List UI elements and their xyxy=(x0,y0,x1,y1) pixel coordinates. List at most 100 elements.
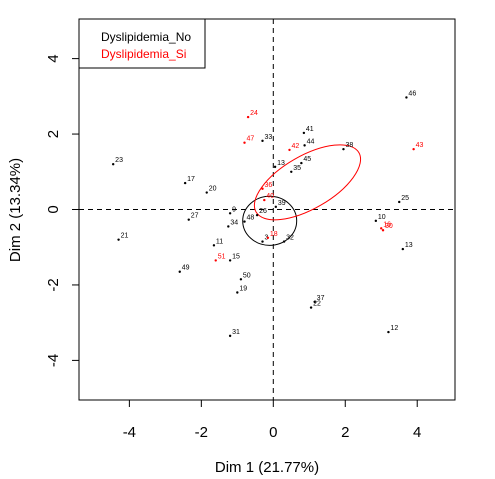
x-tick-label: 2 xyxy=(341,424,349,441)
data-point xyxy=(374,219,378,223)
data-point-label: 19 xyxy=(239,285,247,292)
data-point-label: 45 xyxy=(303,156,311,163)
data-point xyxy=(183,181,187,185)
y-tick-label: 2 xyxy=(45,130,62,138)
data-point-label: 13 xyxy=(405,242,413,249)
data-point-label: 23 xyxy=(115,157,123,164)
data-point xyxy=(117,238,120,241)
data-point-label: 24 xyxy=(250,110,258,117)
data-point xyxy=(261,240,264,243)
data-point xyxy=(228,334,232,338)
data-point xyxy=(273,165,277,169)
data-point xyxy=(412,147,415,151)
data-point xyxy=(178,270,181,273)
data-point xyxy=(401,247,405,251)
data-point xyxy=(243,141,246,144)
data-point xyxy=(246,115,250,119)
data-point-label: 51 xyxy=(218,253,226,260)
data-point-label: 32 xyxy=(286,235,294,242)
data-point-label: 37 xyxy=(317,295,325,302)
data-point-label: 13 xyxy=(277,160,285,167)
y-tick-label: -2 xyxy=(45,278,62,291)
data-point-label: 31 xyxy=(232,329,240,336)
data-point xyxy=(228,259,232,262)
data-point-label: 26 xyxy=(259,208,267,215)
data-point-label: 25 xyxy=(401,195,409,202)
data-point xyxy=(398,200,401,204)
y-tick-label: 0 xyxy=(45,205,62,213)
data-point-label: 11 xyxy=(216,238,223,245)
y-axis-title: Dim 2 (13.34%) xyxy=(7,158,24,262)
confidence-ellipse-dyslipidemia-no xyxy=(242,195,298,246)
data-point xyxy=(313,300,316,304)
data-point-label: 12 xyxy=(390,325,398,332)
x-tick-label: 4 xyxy=(413,424,421,441)
legend-entry-no: Dyslipidemia_No xyxy=(101,30,191,44)
data-point xyxy=(282,240,286,243)
data-point xyxy=(288,148,291,152)
y-tick-label: -4 xyxy=(45,354,62,367)
data-point-label: 41 xyxy=(306,126,314,133)
data-point-label: 22 xyxy=(313,301,321,308)
x-tick-label: -4 xyxy=(123,424,136,441)
data-point xyxy=(309,306,313,309)
data-point xyxy=(380,227,383,230)
data-point-label: 33 xyxy=(265,134,273,141)
data-point-label: 43 xyxy=(416,142,424,149)
data-point xyxy=(263,198,266,202)
data-point-label: 50 xyxy=(243,272,251,279)
x-tick-label: -2 xyxy=(195,424,208,441)
data-point-label: 16 xyxy=(383,221,391,228)
data-point-label: 34 xyxy=(230,219,238,226)
data-point xyxy=(187,218,190,221)
data-point xyxy=(227,225,230,228)
data-point-label: 20 xyxy=(209,186,217,193)
data-point-label: 44 xyxy=(307,138,315,145)
data-point xyxy=(274,205,278,209)
x-axis-title: Dim 1 (21.77%) xyxy=(215,459,319,476)
data-point-label: 17 xyxy=(187,176,195,183)
data-point-label: 39 xyxy=(278,200,286,207)
confidence-ellipse-dyslipidemia-si xyxy=(253,144,362,221)
data-point xyxy=(290,170,293,173)
data-point-label: 27 xyxy=(191,213,199,220)
data-point xyxy=(255,213,259,217)
data-point xyxy=(381,229,385,232)
data-point xyxy=(405,96,408,99)
data-point xyxy=(300,161,303,165)
data-point xyxy=(302,131,306,135)
x-axis: -4 -2 0 2 4 xyxy=(123,399,421,441)
data-point-label: 49 xyxy=(182,265,190,272)
data-point-label: 36 xyxy=(265,182,273,189)
data-point xyxy=(228,212,232,215)
legend: Dyslipidemia_No Dyslipidemia_Si xyxy=(78,18,206,69)
data-point-label: 47 xyxy=(247,136,255,143)
legend-entry-si: Dyslipidemia_Si xyxy=(101,47,186,61)
data-point xyxy=(205,191,208,194)
data-point xyxy=(111,163,115,166)
data-point-label: 10 xyxy=(378,214,386,221)
data-point-label: 9 xyxy=(232,206,236,213)
data-point-label: 46 xyxy=(408,90,416,97)
y-tick-label: 4 xyxy=(45,54,62,62)
data-point xyxy=(212,244,216,247)
data-point-label: 35 xyxy=(293,165,301,172)
data-point xyxy=(236,291,239,294)
data-point-label: 42 xyxy=(291,143,299,150)
data-point-label: 21 xyxy=(121,233,129,240)
data-point-label: 18 xyxy=(270,231,278,238)
data-point-label: 48 xyxy=(247,215,255,222)
data-point xyxy=(214,259,217,262)
x-tick-label: 0 xyxy=(269,424,277,441)
data-point-label: 38 xyxy=(345,142,353,149)
data-point xyxy=(239,278,243,281)
data-point xyxy=(243,220,246,223)
data-point-label: 3 xyxy=(265,235,269,242)
legend-box xyxy=(78,18,206,69)
y-axis: -4 -2 0 2 4 xyxy=(45,54,80,367)
data-point xyxy=(261,187,264,190)
data-point xyxy=(387,330,390,334)
data-point xyxy=(303,144,306,147)
